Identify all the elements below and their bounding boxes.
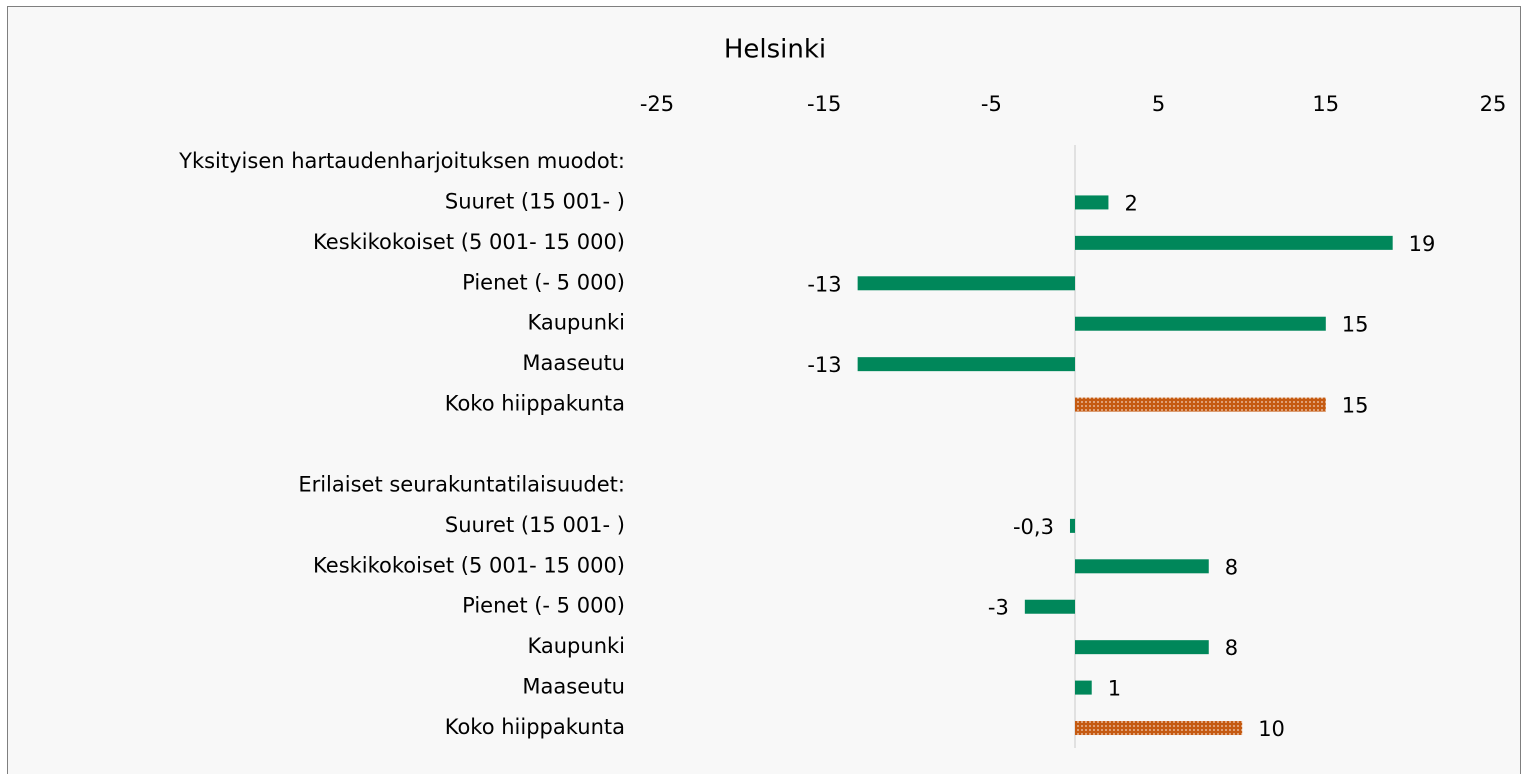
data-label: 2 [1124,191,1137,215]
data-label: 15 [1342,394,1369,418]
data-label: 1 [1108,677,1121,701]
chart-frame [7,6,1521,774]
x-tick-label: 25 [1480,92,1507,116]
y-tick-label: Suuret (15 001- ) [445,189,625,213]
bar [1075,559,1209,574]
data-label: -3 [988,596,1009,620]
x-tick-label: -5 [981,92,1002,116]
bar [857,276,1075,291]
data-label: -0,3 [1013,515,1054,539]
data-label: 10 [1258,717,1285,741]
y-tick-label: Suuret (15 001- ) [445,513,625,537]
bar [1075,235,1393,250]
data-label: 15 [1342,313,1369,337]
y-tick-label: Maaseutu [522,351,625,375]
bar [1075,397,1326,412]
y-tick-label: Erilaiset seurakuntatilaisuudet: [298,472,625,496]
x-tick-label: 15 [1312,92,1339,116]
bar [1069,518,1075,533]
data-label: 8 [1225,555,1238,579]
bar [1075,640,1209,655]
y-tick-label: Kaupunki [527,634,625,658]
y-tick-label: Keskikokoiset (5 001- 15 000) [313,553,625,577]
y-tick-label: Pienet (- 5 000) [462,594,625,618]
y-tick-label: Maaseutu [522,675,625,699]
chart-title: Helsinki [724,35,826,65]
y-tick-label: Koko hiippakunta [445,715,625,739]
y-tick-label: Koko hiippakunta [445,392,625,416]
y-tick-label: Pienet (- 5 000) [462,270,625,294]
bar [1024,599,1075,614]
x-tick-label: -15 [807,92,841,116]
x-tick-label: 5 [1152,92,1165,116]
data-label: 19 [1409,232,1436,256]
data-label: -13 [807,272,841,296]
bar [857,357,1075,372]
y-tick-label: Keskikokoiset (5 001- 15 000) [313,230,625,254]
data-label: 8 [1225,636,1238,660]
bar [1075,680,1092,695]
y-tick-label: Yksityisen hartaudenharjoituksen muodot: [178,149,625,173]
bar [1075,195,1109,210]
x-tick-label: -25 [640,92,674,116]
bar [1075,721,1243,736]
data-label: -13 [807,353,841,377]
y-tick-label: Kaupunki [527,311,625,335]
bar [1075,316,1326,331]
